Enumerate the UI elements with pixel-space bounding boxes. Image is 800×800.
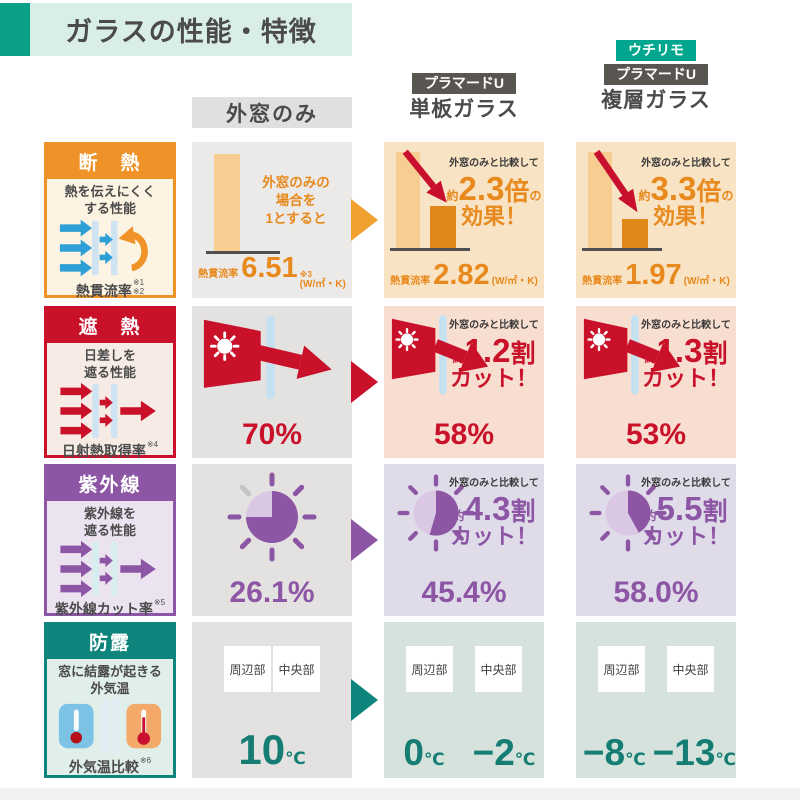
bar-baseline bbox=[582, 248, 662, 251]
cell-shading-single: 外窓のみと比較して 約1.2割 カット！ 58% bbox=[384, 306, 544, 458]
metric-footnotes: ※6 bbox=[139, 755, 152, 765]
column-name-double-glass: 複層ガラス bbox=[601, 89, 711, 112]
bar-improved bbox=[622, 219, 648, 248]
uvalue-single: 熱貫流率 2.82 (W/㎡・K) bbox=[390, 259, 538, 291]
column-header-base: 外窓のみ bbox=[192, 97, 352, 128]
cell-dew-base: 周辺部 中央部 10℃ bbox=[192, 622, 352, 778]
uv-cut-base: 26.1% bbox=[229, 576, 315, 609]
cell-uv-base: 26.1% bbox=[192, 464, 352, 616]
sun-through-glass-icon bbox=[391, 314, 489, 395]
sun-pie-icon bbox=[397, 474, 475, 552]
shgc-double: 53% bbox=[625, 418, 687, 451]
row-label-dew: 防露 窓に結露が起きる 外気温 外気温比較 ※6 bbox=[44, 622, 176, 778]
metric-shading: 日射熱取得率 ※4 bbox=[61, 439, 159, 459]
metric-footnotes: ※4 bbox=[146, 439, 159, 449]
decrease-arrow-icon bbox=[593, 149, 638, 213]
cell-dew-double: 周辺部 中央部 −8℃ −13℃ bbox=[576, 622, 736, 778]
shgc-single: 58% bbox=[433, 418, 495, 451]
thermometers-icon bbox=[47, 697, 173, 756]
metric-footnotes: ※1 ※2 bbox=[132, 277, 145, 296]
zone-center: 中央部 bbox=[273, 646, 320, 692]
zone-labels: 周辺部 中央部 bbox=[576, 646, 736, 692]
zone-perimeter: 周辺部 bbox=[224, 646, 271, 692]
sun-through-glass-icon bbox=[583, 314, 681, 395]
brand-badge-uchirimo: ウチリモ bbox=[616, 40, 696, 61]
brand-badge-plamard: プラマードU bbox=[411, 73, 517, 94]
sun-pie-icon bbox=[589, 474, 667, 552]
arrow-right-shading bbox=[351, 361, 378, 403]
zone-labels: 周辺部 中央部 bbox=[192, 646, 352, 692]
page-title: ガラスの性能・特徴 bbox=[30, 3, 352, 56]
effect-text: 外窓のみと比較して 約5.5割 カット！ bbox=[641, 478, 731, 549]
shading-arrows-icon bbox=[47, 382, 173, 440]
temp-perimeter: 0℃ bbox=[403, 732, 445, 773]
uvalue-double: 熱貫流率 1.97 (W/㎡・K) bbox=[582, 259, 730, 291]
insulation-arrows-icon bbox=[47, 218, 173, 278]
uv-arrows-icon bbox=[47, 540, 173, 598]
zone-labels: 周辺部 中央部 bbox=[384, 646, 544, 692]
row-label-insulation: 断 熱 熱を伝えにくく する性能 熱貫流率 ※1 ※2 bbox=[44, 142, 176, 298]
bottom-edge-band bbox=[0, 788, 800, 800]
cell-dew-single: 周辺部 中央部 0℃ −2℃ bbox=[384, 622, 544, 778]
cell-shading-base: 70% bbox=[192, 306, 352, 458]
metric-dew: 外気温比較 ※6 bbox=[68, 755, 152, 775]
zone-perimeter: 周辺部 bbox=[406, 646, 453, 692]
uvalue-base: 熱貫流率 6.51 ※3 (W/㎡・K) bbox=[198, 252, 346, 290]
temp-perimeter: −8℃ bbox=[582, 732, 646, 773]
row-title-uv: 紫外線 bbox=[47, 467, 173, 501]
cell-insulation-base: 外窓のみの 場合を 1とすると 熱貫流率 6.51 ※3 (W/㎡・K) bbox=[192, 142, 352, 298]
title-accent-block bbox=[0, 3, 30, 56]
cell-uv-double: 外窓のみと比較して 約5.5割 カット！ 58.0% bbox=[576, 464, 736, 616]
effect-text: 外窓のみと比較して 約2.3倍の 効果！ bbox=[446, 158, 542, 229]
temp-center: −13℃ bbox=[652, 732, 736, 773]
temp-base: 10℃ bbox=[238, 726, 306, 773]
bar-base bbox=[214, 154, 240, 251]
row-label-shading: 遮 熱 日差しを 遮る性能 日射熱取得率 ※4 bbox=[44, 306, 176, 458]
effect-text: 外窓のみと比較して 約1.2割 カット！ bbox=[449, 320, 539, 391]
bar-baseline bbox=[390, 248, 470, 251]
zone-center: 中央部 bbox=[475, 646, 522, 692]
cell-shading-double: 外窓のみと比較して 約1.3割 カット！ 53% bbox=[576, 306, 736, 458]
uv-cut-single: 45.4% bbox=[421, 576, 507, 609]
cell-insulation-double: 外窓のみと比較して 約3.3倍の 効果！ 熱貫流率 1.97 (W/㎡・K) bbox=[576, 142, 736, 298]
row-desc-shading: 日差しを 遮る性能 bbox=[83, 348, 136, 380]
row-label-uv: 紫外線 紫外線を 遮る性能 紫外線カット率 ※5 bbox=[44, 464, 176, 616]
uv-cut-double: 58.0% bbox=[613, 576, 699, 609]
bar-improved bbox=[430, 206, 456, 248]
column-header-double: ウチリモ プラマードU 複層ガラス bbox=[576, 40, 736, 111]
sun-through-glass-icon bbox=[203, 315, 332, 400]
shgc-base: 70% bbox=[241, 418, 303, 451]
arrow-right-dew bbox=[351, 679, 378, 721]
arrow-right-insulation bbox=[351, 199, 378, 241]
brand-badge-plamard-2: プラマードU bbox=[603, 64, 709, 85]
row-desc-uv: 紫外線を 遮る性能 bbox=[83, 506, 136, 538]
metric-insulation: 熱貫流率 ※1 ※2 bbox=[75, 277, 145, 300]
effect-text: 外窓のみと比較して 約1.3割 カット！ bbox=[641, 320, 731, 391]
base-annotation: 外窓のみの 場合を 1とすると bbox=[262, 175, 330, 227]
row-title-insulation: 断 熱 bbox=[47, 145, 173, 179]
zone-perimeter: 周辺部 bbox=[598, 646, 645, 692]
temp-center: −2℃ bbox=[472, 732, 536, 773]
cell-uv-single: 外窓のみと比較して 約4.3割 カット！ 45.4% bbox=[384, 464, 544, 616]
sun-pie-icon bbox=[227, 472, 317, 562]
bar-baseline bbox=[206, 251, 280, 254]
metric-footnotes: ※5 bbox=[153, 597, 166, 607]
row-desc-insulation: 熱を伝えにくく する性能 bbox=[64, 184, 156, 216]
row-title-shading: 遮 熱 bbox=[47, 309, 173, 343]
metric-uv: 紫外線カット率 ※5 bbox=[54, 597, 166, 617]
column-name-single-glass: 単板ガラス bbox=[409, 98, 519, 121]
decrease-arrow-icon bbox=[402, 149, 447, 203]
row-desc-dew: 窓に結露が起きる 外気温 bbox=[58, 664, 162, 696]
column-header-single: プラマードU 単板ガラス bbox=[384, 73, 544, 120]
value-footnote: ※3 bbox=[299, 270, 312, 280]
effect-text: 外窓のみと比較して 約4.3割 カット！ bbox=[449, 478, 539, 549]
row-title-dew: 防露 bbox=[47, 625, 173, 659]
zone-center: 中央部 bbox=[667, 646, 714, 692]
arrow-right-uv bbox=[351, 519, 378, 561]
cell-insulation-single: 外窓のみと比較して 約2.3倍の 効果！ 熱貫流率 2.82 (W/㎡・K) bbox=[384, 142, 544, 298]
effect-text: 外窓のみと比較して 約3.3倍の 効果！ bbox=[638, 158, 734, 229]
